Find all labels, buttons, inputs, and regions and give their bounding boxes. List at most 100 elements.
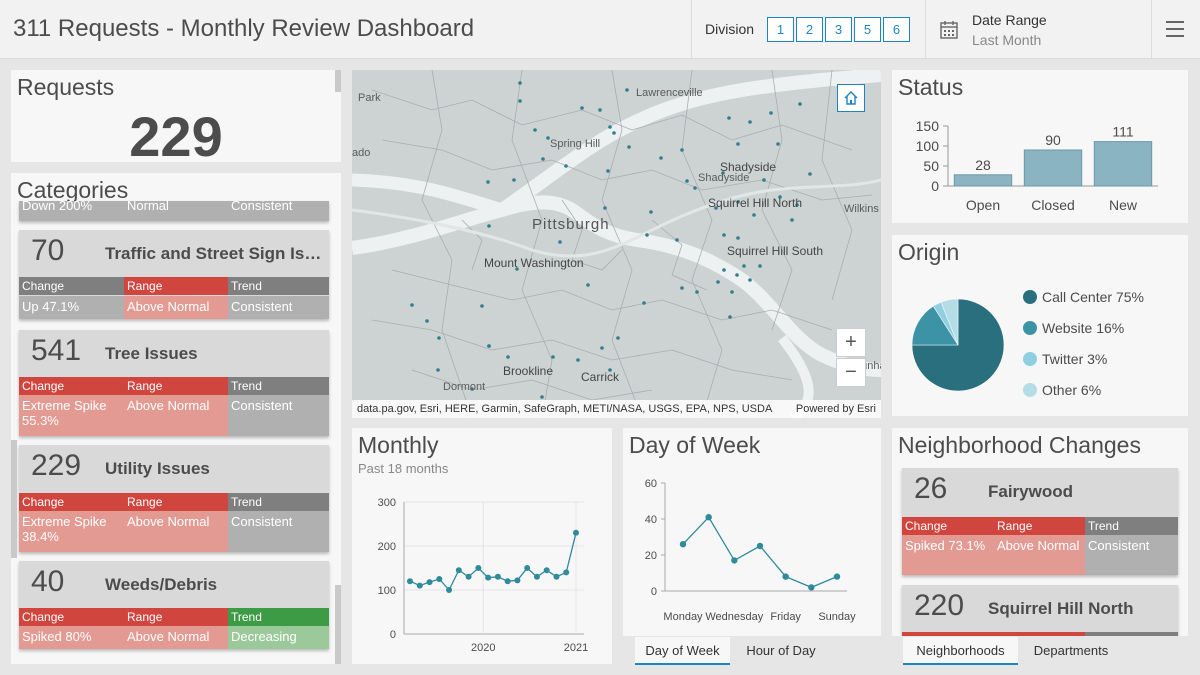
header-divider	[925, 0, 926, 59]
x-tick-label: New	[1109, 197, 1138, 213]
monthly-title: Monthly	[358, 432, 439, 458]
category-range: Above Normal	[124, 296, 228, 319]
x-tick-label: Sunday	[818, 611, 856, 623]
legend-swatch	[1023, 290, 1037, 304]
y-tick-label: 100	[378, 585, 396, 597]
category-headers: Change Range Trend	[19, 608, 329, 626]
x-tick-label: Friday	[770, 611, 801, 623]
category-change: Extreme Spike 55.3%	[19, 395, 124, 436]
trend-header-strip	[1085, 632, 1178, 636]
map-label-carrick: Carrick	[581, 370, 619, 384]
category-values: Up 47.1% Above Normal Consistent	[19, 296, 329, 319]
map-label-squirrel-hill-north: Squirrel Hill North	[708, 196, 803, 210]
y-tick-label: 100	[916, 138, 940, 154]
neighborhood-count: 26	[914, 472, 948, 505]
powered-by-esri-link[interactable]: Powered by Esri	[795, 403, 876, 415]
category-card[interactable]: 229 Utility Issues Change Range Trend Ex…	[19, 445, 329, 552]
tab-neighborhoods[interactable]: Neighborhoods	[903, 637, 1018, 665]
division-3-button[interactable]: 3	[825, 17, 852, 42]
map-home-button[interactable]	[837, 84, 865, 112]
requests-panel: Requests 229	[11, 70, 341, 162]
status-bar-chart: 0 50 100 150 28 Open 90 Closed 111 New	[916, 118, 1158, 213]
category-card[interactable]: 541 Tree Issues Change Range Trend Extre…	[19, 330, 329, 436]
day-of-week-panel: 0 20 40 60 Monday Wednesday Friday Sunday Day o…	[623, 428, 881, 636]
origin-title: Origin	[898, 239, 960, 265]
requests-title: Requests	[17, 74, 115, 100]
range-header: Range	[124, 493, 228, 511]
map-label-squirrel-hill-south: Squirrel Hill South	[727, 244, 824, 258]
bar-value-label: 90	[1045, 132, 1061, 148]
date-range-label[interactable]: Date Range	[972, 12, 1047, 28]
neighborhood-card[interactable]: 220 Squirrel Hill North	[902, 585, 1178, 636]
legend-swatch	[1023, 383, 1037, 397]
division-1-button[interactable]: 1	[767, 17, 794, 42]
map-zoom-out-button[interactable]: −	[836, 358, 866, 387]
hamburger-menu-icon[interactable]	[1166, 21, 1184, 37]
tab-departments[interactable]: Departments	[1033, 643, 1109, 658]
map-label-shadyside-2: Shadyside	[698, 172, 750, 184]
category-headers: Change Range Trend	[19, 377, 329, 395]
map-label-spring-hill: Spring Hill	[550, 138, 601, 150]
date-range-value[interactable]: Last Month	[972, 32, 1042, 48]
calendar-icon[interactable]	[940, 20, 958, 39]
map-label-mount-washington: Mount Washington	[484, 256, 584, 270]
category-change: Up 47.1%	[19, 296, 124, 319]
x-tick-label: Closed	[1031, 197, 1075, 213]
y-tick-label: 0	[931, 178, 939, 194]
monthly-series-line	[409, 532, 577, 592]
tab-day-of-week[interactable]: Day of Week	[635, 637, 730, 665]
requests-scrollbar[interactable]	[335, 70, 341, 92]
day-of-week-point	[731, 557, 738, 564]
trend-header: Trend	[228, 277, 329, 295]
legend-label: Other 6%	[1042, 382, 1102, 398]
monthly-subtitle: Past 18 months	[358, 461, 449, 476]
categories-scrollbar[interactable]	[11, 440, 17, 558]
day-of-week-point	[756, 542, 764, 550]
division-2-button[interactable]: 2	[796, 17, 823, 42]
neighborhood-card[interactable]: 26 Fairywood Change Range Trend Spiked 7…	[902, 468, 1178, 575]
ohio-river	[352, 173, 504, 217]
map-label-dormont: Dormont	[443, 381, 486, 393]
x-tick-label: Open	[966, 197, 1000, 213]
monthly-point	[543, 567, 550, 574]
highway	[352, 178, 881, 258]
origin-panel: Origin Call Center 75% Website 16% Twitt…	[892, 235, 1188, 416]
x-tick-label: 2020	[471, 642, 495, 654]
map-attribution: data.pa.gov, Esri, HERE, Garmin, SafeGra…	[352, 400, 881, 418]
legend-item: Call Center 75%	[1023, 289, 1144, 305]
map-view[interactable]: Park ado Lawrenceville Spring Hill Shady…	[352, 70, 881, 418]
tab-hour-of-day[interactable]: Hour of Day	[746, 643, 816, 658]
day-of-week-point	[679, 541, 687, 548]
category-name: Traffic and Street Sign Iss...	[105, 244, 325, 263]
category-card[interactable]: 70 Traffic and Street Sign Iss... Change…	[19, 230, 329, 319]
category-values: Spiked 80% Above Normal Decreasing	[19, 626, 329, 649]
monthly-point	[436, 576, 443, 582]
map-attribution-text: data.pa.gov, Esri, HERE, Garmin, SafeGra…	[357, 403, 773, 415]
map-label-wilkins: Wilkins	[844, 203, 879, 215]
category-values: Extreme Spike 55.3% Above Normal Consist…	[19, 395, 329, 436]
categories-scrollbar-right[interactable]	[335, 585, 341, 664]
category-trend: Consistent	[228, 511, 329, 552]
x-tick-label: Monday	[663, 611, 703, 623]
map-label-brookline: Brookline	[503, 364, 554, 378]
map-zoom-in-button[interactable]: +	[836, 328, 866, 357]
day-of-week-point	[808, 584, 815, 591]
monthly-point	[446, 587, 453, 593]
monthly-point	[573, 529, 579, 536]
monthly-point	[426, 579, 433, 586]
division-6-button[interactable]: 6	[883, 17, 910, 42]
neighborhood-trend: Consistent	[1085, 535, 1178, 575]
requests-count: 229	[129, 105, 223, 162]
y-tick-label: 150	[916, 118, 940, 134]
map-label-park: Park	[358, 92, 381, 104]
category-card[interactable]: 40 Weeds/Debris Change Range Trend Spike…	[19, 561, 329, 649]
monthly-point	[465, 573, 472, 580]
map-label-lawrenceville: Lawrenceville	[636, 87, 703, 99]
division-5-button[interactable]: 5	[854, 17, 881, 42]
pie-slice	[940, 298, 959, 346]
legend-item: Website 16%	[1023, 320, 1124, 336]
allegheny-river	[498, 70, 881, 216]
status-bar	[953, 174, 1013, 187]
y-tick-label: 60	[645, 478, 657, 490]
category-card-partial[interactable]: Down 200% Normal Consistent	[19, 198, 329, 221]
